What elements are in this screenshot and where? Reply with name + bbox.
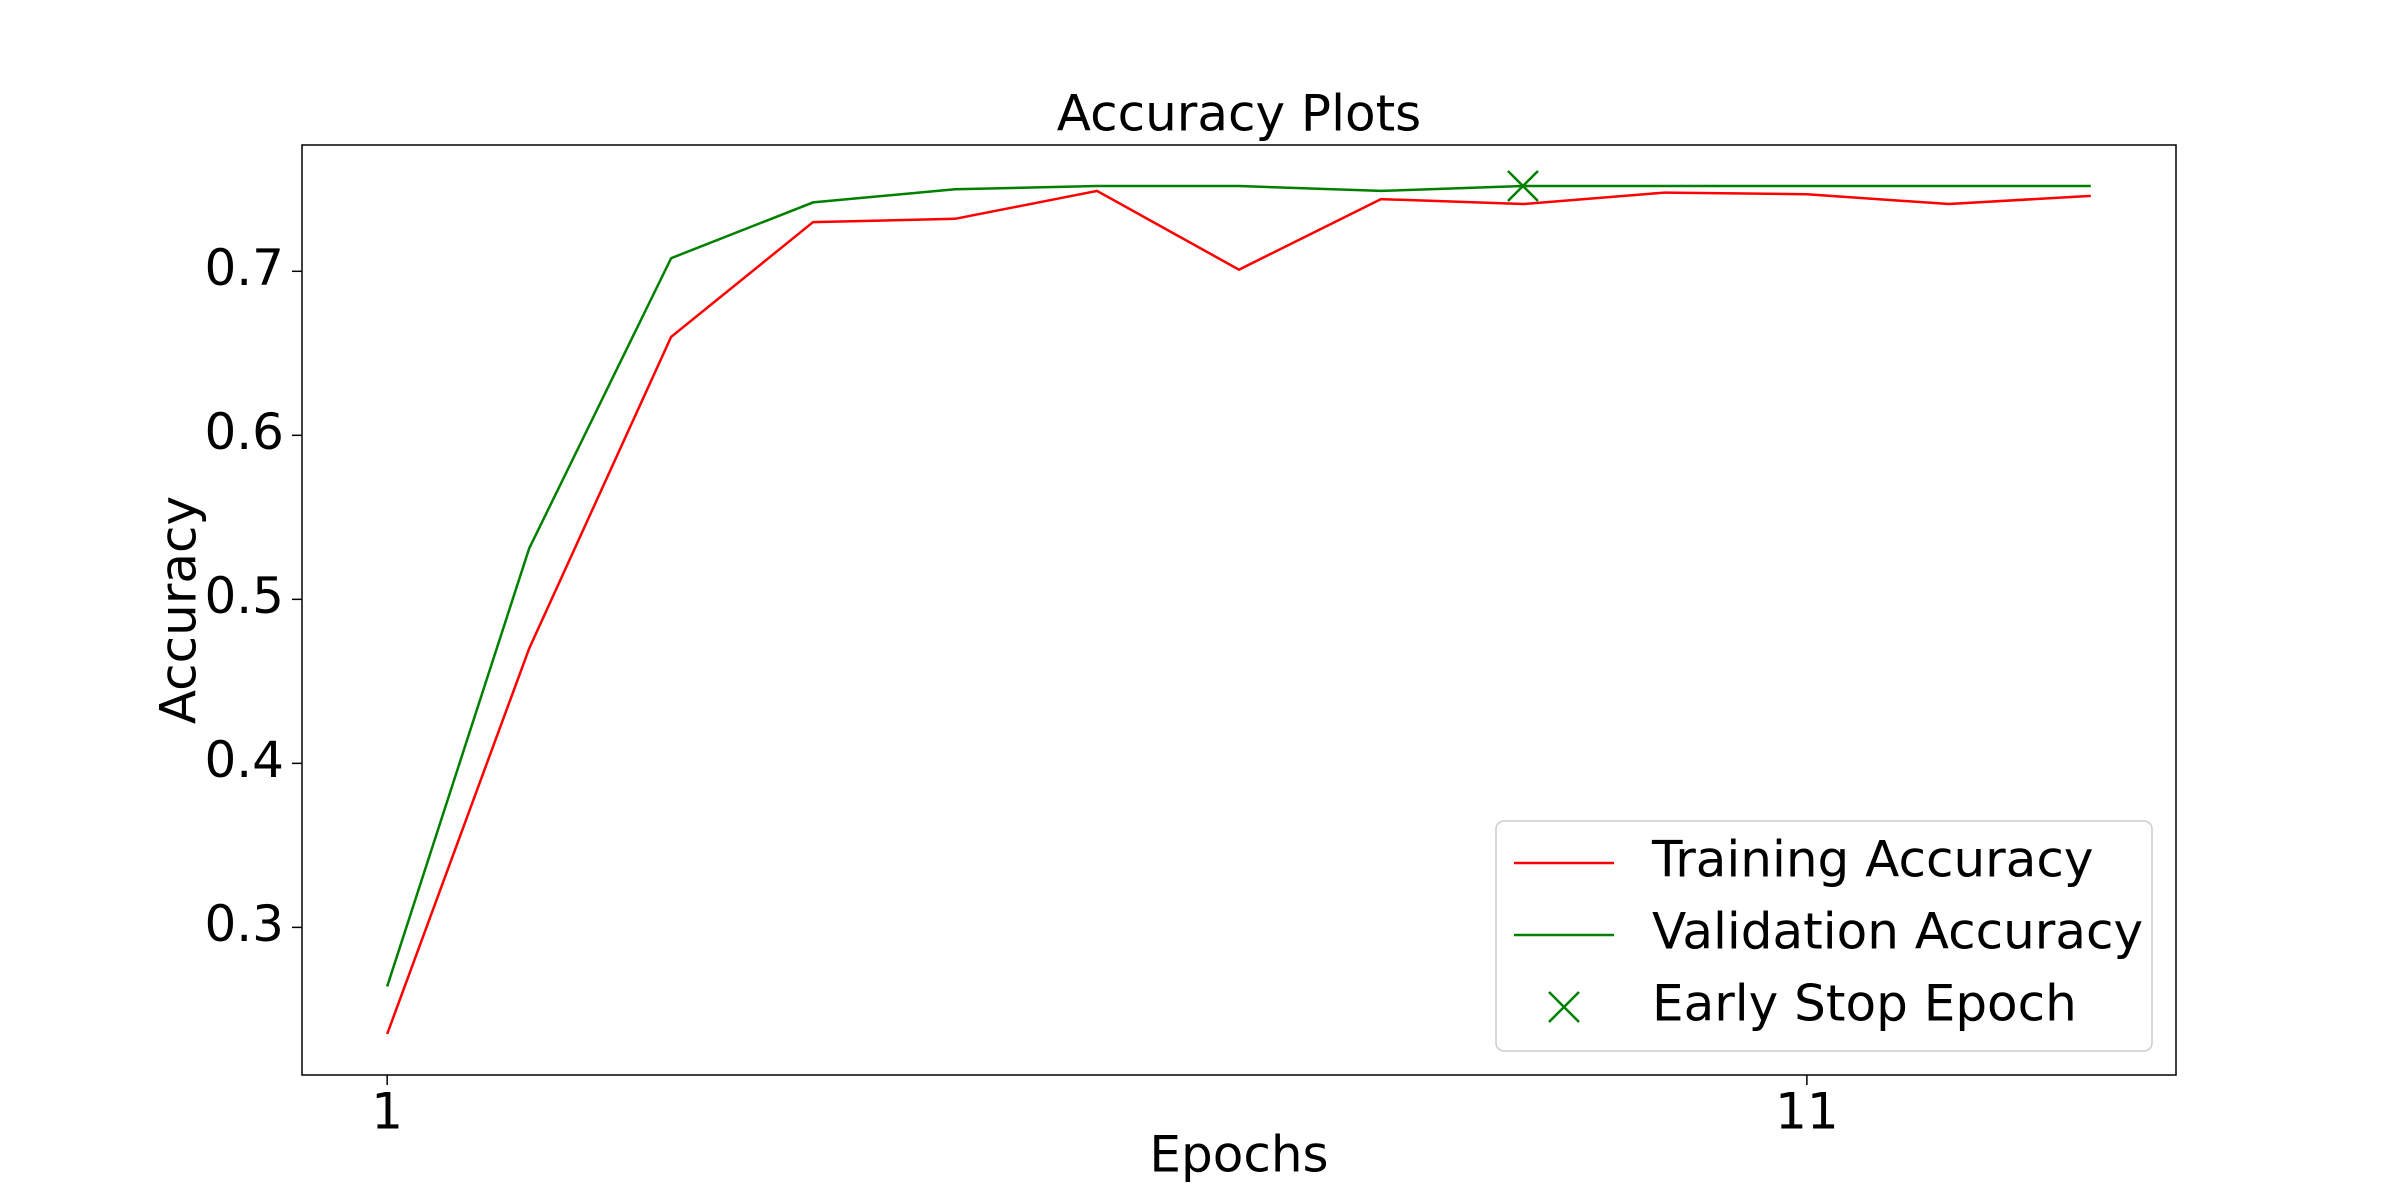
- y-axis-label: Accuracy: [150, 496, 208, 724]
- legend-label: Validation Accuracy: [1652, 903, 2143, 961]
- legend-label: Training Accuracy: [1651, 831, 2093, 889]
- plot-frame: [301, 144, 2177, 1076]
- y-tick-label: 0.7: [204, 239, 284, 297]
- y-tick-label: 0.6: [204, 403, 284, 461]
- x-axis-label: Epochs: [1149, 1126, 1328, 1184]
- y-tick-label: 0.4: [204, 731, 284, 789]
- legend-label: Early Stop Epoch: [1652, 975, 2077, 1033]
- x-tick-label: 11: [1775, 1083, 1839, 1141]
- x-tick-label: 1: [371, 1083, 403, 1141]
- early-stop-marker: [1507, 170, 1539, 202]
- legend-swatch: [1548, 991, 1580, 1023]
- data-line: [386, 189, 2091, 1035]
- legend-box: [1495, 820, 2153, 1052]
- y-tick-label: 0.3: [204, 895, 284, 953]
- y-tick-label: 0.5: [204, 567, 284, 625]
- chart-title: Accuracy Plots: [1057, 85, 1421, 143]
- data-line: [385, 184, 2091, 987]
